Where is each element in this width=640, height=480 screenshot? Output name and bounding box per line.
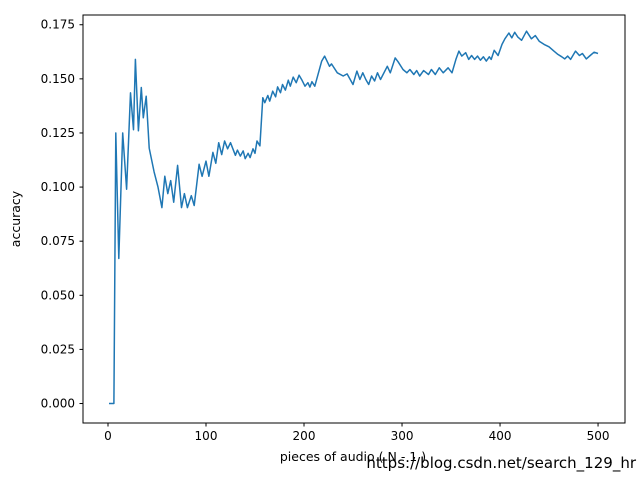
y-tick-label: 0.100 — [41, 180, 75, 194]
y-tick-label: 0.125 — [41, 126, 75, 140]
x-tick-label: 300 — [391, 429, 414, 443]
x-axis-ticks: 0 100 200 300 400 500 — [104, 423, 610, 443]
y-tick-label: 0.000 — [41, 397, 75, 411]
x-axis-label: pieces of audio ( N - 1 ) — [280, 449, 426, 464]
watermark-text: https://blog.csdn.net/search_129_hr — [366, 454, 636, 473]
y-axis-ticks: 0.000 0.025 0.050 0.075 0.100 0.125 0.150 0.175 — [41, 18, 83, 411]
y-tick-label: 0.075 — [41, 234, 75, 248]
y-tick-label: 0.150 — [41, 72, 75, 86]
x-tick-label: 200 — [293, 429, 316, 443]
x-tick-label: 500 — [587, 429, 610, 443]
y-axis-label: accuracy — [8, 190, 23, 247]
y-tick-label: 0.025 — [41, 342, 75, 356]
y-tick-label: 0.050 — [41, 288, 75, 302]
accuracy-curve — [109, 30, 599, 405]
x-tick-label: 0 — [104, 429, 112, 443]
y-tick-label: 0.175 — [41, 18, 75, 32]
plot-area — [82, 14, 626, 424]
x-tick-label: 100 — [195, 429, 218, 443]
x-tick-label: 400 — [489, 429, 512, 443]
